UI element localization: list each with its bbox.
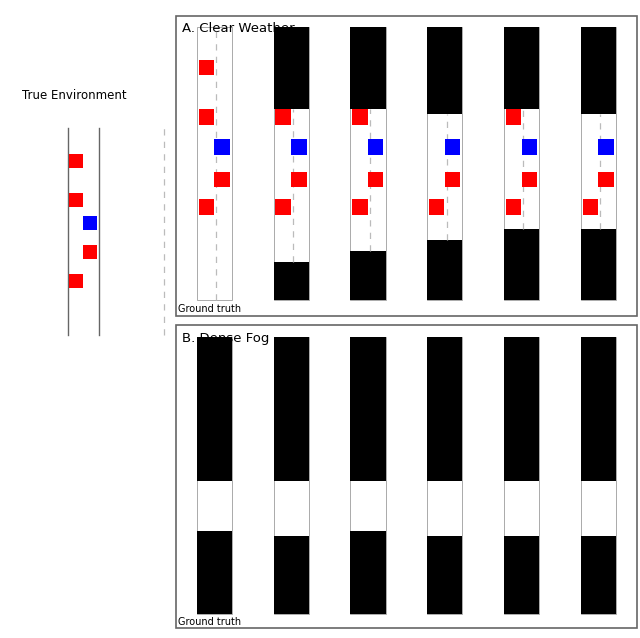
Bar — [198, 60, 214, 75]
Bar — [428, 27, 463, 114]
Bar — [504, 337, 540, 614]
Bar — [275, 199, 291, 214]
Bar — [274, 536, 309, 614]
Bar — [351, 531, 385, 614]
Bar — [274, 27, 309, 108]
Bar — [581, 536, 616, 614]
Bar — [428, 27, 463, 300]
Bar — [176, 325, 637, 628]
Bar — [581, 27, 616, 114]
Bar — [351, 27, 385, 108]
Bar — [83, 245, 97, 259]
Bar — [274, 27, 309, 300]
Text: Ground truth: Ground truth — [178, 616, 241, 627]
Text: A. Clear Weather: A. Clear Weather — [182, 22, 295, 35]
Bar — [198, 199, 214, 214]
Bar — [504, 229, 540, 300]
Bar — [522, 139, 537, 154]
Bar — [198, 109, 214, 124]
Bar — [352, 199, 367, 214]
Bar — [351, 27, 385, 300]
Bar — [428, 536, 463, 614]
Bar — [197, 531, 232, 614]
Bar — [445, 139, 460, 154]
Bar — [504, 536, 540, 614]
Bar — [197, 27, 232, 300]
Bar — [197, 337, 232, 614]
Bar — [504, 27, 540, 300]
Bar — [69, 193, 83, 207]
Bar — [581, 27, 616, 300]
Bar — [581, 229, 616, 300]
Bar — [352, 109, 367, 124]
Bar — [69, 154, 83, 168]
Bar — [368, 139, 383, 154]
Bar — [274, 262, 309, 300]
Bar — [351, 251, 385, 300]
Bar — [582, 199, 598, 214]
Bar — [598, 139, 614, 154]
Bar — [368, 172, 383, 188]
Bar — [581, 337, 616, 481]
Bar — [197, 337, 232, 481]
Bar — [69, 274, 83, 288]
Bar — [506, 109, 521, 124]
Bar — [351, 337, 385, 614]
Bar — [598, 172, 614, 188]
Bar — [214, 139, 230, 154]
Bar — [274, 337, 309, 481]
Bar — [428, 240, 463, 300]
Bar — [504, 337, 540, 481]
Bar — [214, 172, 230, 188]
Bar — [83, 216, 97, 230]
Bar — [429, 199, 444, 214]
Text: Ground truth: Ground truth — [178, 304, 241, 314]
Bar — [581, 337, 616, 614]
Bar — [291, 139, 307, 154]
Bar — [428, 337, 463, 614]
Bar — [274, 337, 309, 614]
Bar — [522, 172, 537, 188]
Text: B. Dense Fog: B. Dense Fog — [182, 332, 270, 345]
Bar — [291, 172, 307, 188]
Bar — [445, 172, 460, 188]
Bar — [176, 16, 637, 316]
Text: True Environment: True Environment — [22, 89, 127, 102]
Bar — [428, 337, 463, 481]
Bar — [504, 27, 540, 108]
Bar — [351, 337, 385, 481]
Bar — [506, 199, 521, 214]
Bar — [275, 109, 291, 124]
